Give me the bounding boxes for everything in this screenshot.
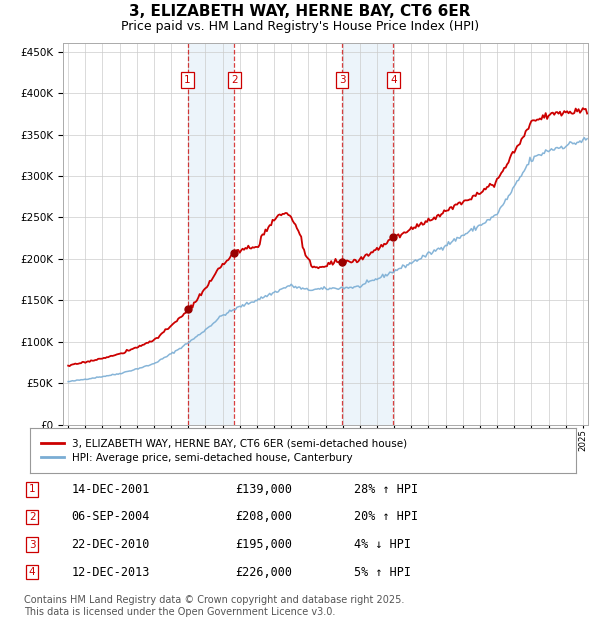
Text: 06-SEP-2004: 06-SEP-2004 xyxy=(71,510,150,523)
Text: 28% ↑ HPI: 28% ↑ HPI xyxy=(353,483,418,496)
Text: 3: 3 xyxy=(339,74,346,84)
Text: 3: 3 xyxy=(29,539,35,549)
Text: 4: 4 xyxy=(29,567,35,577)
Text: £195,000: £195,000 xyxy=(235,538,292,551)
Text: 2: 2 xyxy=(231,74,238,84)
Text: Price paid vs. HM Land Registry's House Price Index (HPI): Price paid vs. HM Land Registry's House … xyxy=(121,20,479,33)
Text: £208,000: £208,000 xyxy=(235,510,292,523)
Text: 2: 2 xyxy=(29,512,35,522)
Text: 5% ↑ HPI: 5% ↑ HPI xyxy=(353,565,410,578)
Text: 1: 1 xyxy=(29,484,35,494)
Bar xyxy=(188,43,235,425)
Text: 4: 4 xyxy=(390,74,397,84)
Legend: 3, ELIZABETH WAY, HERNE BAY, CT6 6ER (semi-detached house), HPI: Average price, : 3, ELIZABETH WAY, HERNE BAY, CT6 6ER (se… xyxy=(41,439,407,463)
Text: 12-DEC-2013: 12-DEC-2013 xyxy=(71,565,150,578)
Text: 3, ELIZABETH WAY, HERNE BAY, CT6 6ER: 3, ELIZABETH WAY, HERNE BAY, CT6 6ER xyxy=(129,4,471,19)
Text: 22-DEC-2010: 22-DEC-2010 xyxy=(71,538,150,551)
Text: Contains HM Land Registry data © Crown copyright and database right 2025.
This d: Contains HM Land Registry data © Crown c… xyxy=(24,595,404,617)
Text: 1: 1 xyxy=(184,74,191,84)
Text: £139,000: £139,000 xyxy=(235,483,292,496)
Bar xyxy=(342,43,394,425)
Text: 4% ↓ HPI: 4% ↓ HPI xyxy=(353,538,410,551)
Text: £226,000: £226,000 xyxy=(235,565,292,578)
Text: 20% ↑ HPI: 20% ↑ HPI xyxy=(353,510,418,523)
Text: 14-DEC-2001: 14-DEC-2001 xyxy=(71,483,150,496)
